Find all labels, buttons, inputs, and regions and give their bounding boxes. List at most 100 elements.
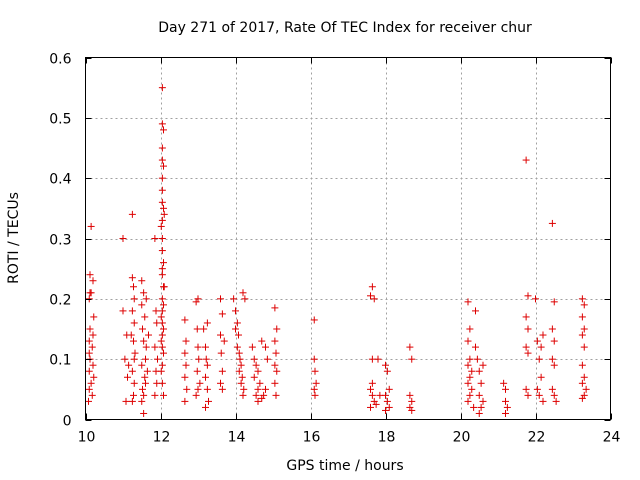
data-point (230, 295, 238, 303)
points-layer (85, 84, 590, 417)
data-point (86, 325, 94, 333)
data-point (260, 391, 268, 399)
data-point (271, 304, 279, 312)
data-point (382, 361, 389, 369)
data-point (550, 298, 558, 306)
data-point (470, 403, 478, 411)
data-point (194, 385, 202, 393)
data-point (580, 391, 588, 399)
data-point (140, 289, 148, 297)
data-point (217, 331, 224, 339)
data-point (202, 343, 209, 351)
data-point (128, 307, 136, 315)
data-point (124, 373, 131, 381)
data-point (464, 361, 472, 369)
data-point (472, 307, 479, 315)
data-point (157, 313, 165, 321)
data-point (271, 379, 279, 387)
data-point (203, 319, 211, 327)
data-point (374, 355, 382, 363)
data-point (580, 301, 588, 309)
data-point (139, 325, 146, 333)
data-point (522, 343, 530, 351)
data-point (535, 391, 543, 399)
data-point (158, 307, 166, 315)
data-point (89, 277, 97, 285)
data-point (125, 361, 133, 369)
data-point (160, 283, 168, 291)
data-point (522, 156, 530, 164)
data-point (312, 379, 320, 387)
data-point (158, 186, 166, 194)
data-point (466, 391, 474, 399)
data-point (158, 379, 166, 387)
chart-title: Day 271 of 2017, Rate Of TEC Index for r… (158, 20, 532, 36)
data-point (464, 397, 472, 405)
data-point (194, 343, 202, 351)
data-point (202, 355, 210, 363)
data-point (122, 397, 130, 405)
data-point (372, 400, 380, 408)
y-tick-label: 0.4 (49, 172, 71, 188)
data-point (311, 391, 319, 399)
data-point (143, 367, 151, 375)
data-point (160, 162, 167, 170)
data-point (88, 343, 96, 351)
data-point (193, 367, 201, 375)
data-point (548, 355, 556, 363)
data-point (119, 235, 127, 242)
data-point (539, 397, 547, 405)
data-point (532, 295, 539, 303)
data-point (205, 397, 212, 405)
data-point (537, 373, 545, 381)
data-point (239, 391, 247, 399)
data-point (236, 355, 244, 363)
data-point (160, 301, 167, 309)
data-point (128, 274, 136, 282)
data-point (87, 222, 95, 230)
data-point (233, 319, 241, 327)
data-point (472, 343, 479, 351)
data-point (250, 373, 258, 381)
data-point (217, 379, 224, 387)
data-point (367, 403, 374, 411)
data-point (128, 210, 136, 218)
data-point (130, 355, 138, 363)
data-point (235, 349, 243, 357)
data-point (256, 379, 264, 387)
data-point (141, 373, 149, 381)
data-point (548, 385, 556, 393)
data-point (408, 406, 416, 414)
data-point (578, 313, 586, 321)
data-point (272, 349, 280, 357)
data-point (537, 343, 545, 351)
data-point (479, 361, 487, 369)
data-point (160, 210, 168, 218)
data-point (408, 397, 416, 405)
y-tick-label: 0.3 (49, 233, 71, 249)
x-tick-label: 12 (153, 430, 171, 446)
data-point (181, 316, 189, 324)
grid-layer (85, 57, 611, 420)
data-point (87, 379, 95, 387)
data-point (466, 373, 474, 381)
data-point (182, 361, 190, 369)
data-point (263, 355, 271, 363)
data-point (262, 343, 269, 351)
data-point (130, 391, 137, 399)
data-point (382, 406, 389, 414)
data-point (218, 385, 226, 393)
data-point (140, 409, 148, 417)
data-point (548, 219, 556, 227)
data-point (85, 337, 93, 345)
plot-frame (85, 57, 611, 420)
data-point (203, 361, 211, 369)
data-point (217, 349, 225, 357)
data-point (232, 307, 239, 315)
data-point (271, 361, 279, 369)
data-point (310, 316, 318, 324)
data-point (262, 385, 269, 393)
data-point (181, 397, 189, 405)
data-point (533, 385, 541, 393)
data-point (202, 373, 209, 381)
